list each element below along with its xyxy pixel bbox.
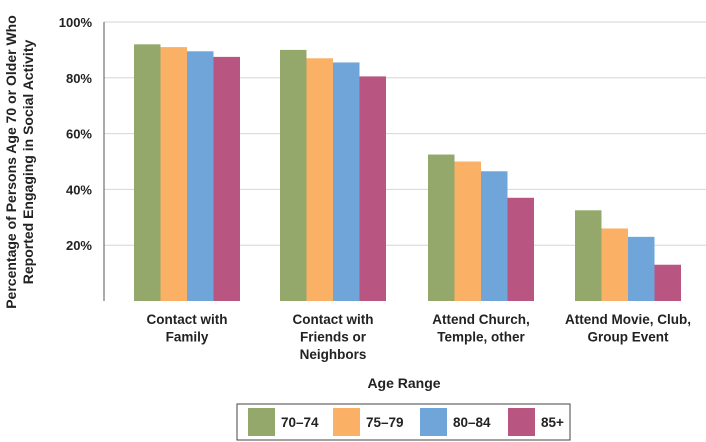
y-axis-title: Percentage of Persons Age 70 or Older Wh…	[3, 15, 36, 309]
bar	[481, 171, 508, 301]
category-label: Attend Movie, Club, Group Event	[565, 312, 691, 345]
y-tick-label: 100%	[59, 15, 93, 30]
bar	[134, 44, 161, 301]
bar	[187, 51, 214, 301]
y-tick-label: 80%	[66, 71, 92, 86]
y-tick-label: 60%	[66, 127, 92, 142]
legend-label: 75–79	[366, 415, 404, 430]
y-tick-label: 40%	[66, 182, 92, 197]
legend-frame	[236, 403, 571, 441]
y-tick-labels: 20% 40% 60% 80% 100%	[59, 15, 93, 253]
x-axis-title: Age Range	[367, 375, 440, 391]
bar	[306, 58, 333, 301]
bar	[428, 154, 455, 301]
bar	[333, 62, 360, 301]
bar	[213, 56, 240, 301]
legend-swatch	[333, 408, 360, 436]
bar	[628, 236, 655, 301]
category-label: Contact with Friends or Neighbors	[293, 312, 374, 362]
bar	[507, 197, 534, 301]
bar	[601, 228, 628, 301]
category-labels: Contact with Family Contact with Friends or…	[147, 312, 692, 362]
legend-label: 80–84	[453, 415, 491, 430]
bar	[654, 264, 681, 301]
legend-swatch	[508, 408, 535, 436]
bar	[160, 47, 187, 301]
category-label: Contact with Family	[147, 312, 228, 345]
legend: 70–74 75–79 80–84 85+	[236, 403, 571, 441]
bar	[454, 161, 481, 301]
y-tick-label: 20%	[66, 238, 92, 253]
bar	[575, 210, 602, 301]
bars	[134, 44, 681, 302]
bar	[359, 76, 386, 301]
legend-swatch	[420, 408, 447, 436]
legend-label: 85+	[541, 415, 564, 430]
bar	[280, 49, 307, 302]
legend-label: 70–74	[281, 415, 319, 430]
category-label: Attend Church, Temple, other	[432, 312, 530, 345]
legend-swatch	[248, 408, 275, 436]
